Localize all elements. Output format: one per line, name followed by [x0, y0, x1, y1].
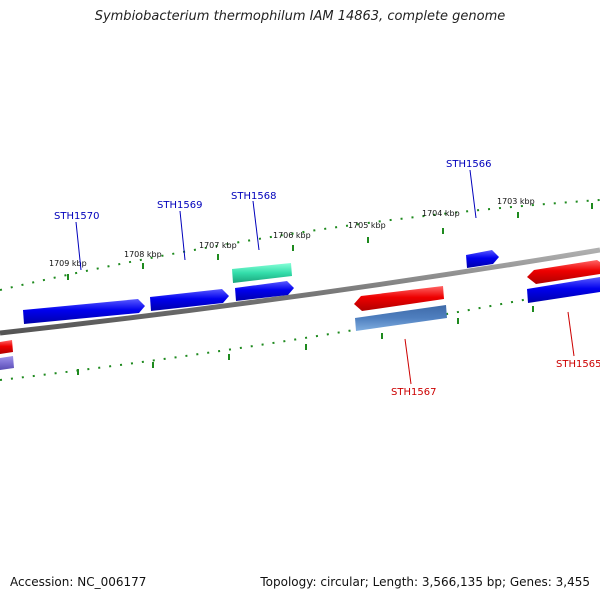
scale-label: 1703 kbp: [497, 197, 535, 206]
reverse-gene-left-edge[interactable]: [0, 340, 13, 354]
gene-label-sth1570[interactable]: STH1570: [54, 211, 99, 222]
gene-label-sth1569[interactable]: STH1569: [157, 200, 202, 211]
genome-backbone: [0, 247, 600, 336]
reverse-label-leaders: [404, 311, 575, 385]
outer-major-ticks: [67, 203, 593, 280]
outer-scale-track: [0, 199, 600, 291]
forward-label-leaders: [75, 169, 477, 271]
inner-major-ticks: [77, 306, 534, 375]
map-title: Symbiobacterium thermophilum IAM 14863, …: [94, 9, 506, 24]
topology-summary: Topology: circular; Length: 3,566,135 bp…: [260, 575, 590, 589]
reverse-gene-sth1565[interactable]: [527, 260, 600, 284]
scale-label: 1705 kbp: [348, 221, 386, 230]
reverse-gene-left-violet[interactable]: [0, 356, 14, 370]
forward-gene-small[interactable]: [235, 281, 294, 301]
forward-gene-sth1569[interactable]: [150, 289, 229, 311]
inner-scale-track: [0, 284, 600, 381]
forward-gene-sth1566[interactable]: [466, 250, 499, 268]
scale-label: 1706 kbp: [273, 231, 311, 240]
gene-label-sth1565[interactable]: STH1565: [556, 359, 600, 370]
gene-label-sth1568[interactable]: STH1568: [231, 191, 276, 202]
scale-label: 1707 kbp: [199, 241, 237, 250]
scale-label: 1708 kbp: [124, 250, 162, 259]
rna-gene-sth1568[interactable]: [232, 263, 292, 283]
reverse-gene-other[interactable]: [355, 305, 447, 331]
reverse-gene-sth1567[interactable]: [354, 286, 444, 311]
gene-label-sth1566[interactable]: STH1566: [446, 159, 491, 170]
inner-dotted-arc: [0, 284, 600, 381]
scale-label: 1709 kbp: [49, 259, 87, 268]
forward-gene-right[interactable]: [527, 277, 600, 303]
accession-text: Accession: NC_006177: [10, 575, 147, 589]
forward-gene-sth1570[interactable]: [23, 299, 145, 324]
scale-label: 1704 kbp: [422, 209, 460, 218]
gene-label-sth1567[interactable]: STH1567: [391, 387, 436, 398]
